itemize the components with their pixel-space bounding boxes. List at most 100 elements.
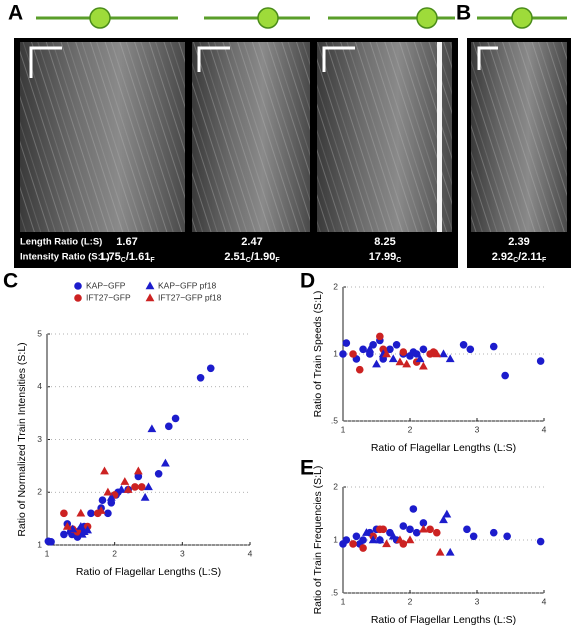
intensity-ratio: 2.51C/1.90F (224, 251, 280, 264)
circle-marker (379, 345, 388, 354)
circle-marker (47, 538, 55, 546)
circle-marker (60, 509, 68, 518)
ratio-value: /2.11 (518, 251, 542, 263)
x-tick-label: 3 (180, 548, 185, 558)
circle-marker (433, 528, 441, 537)
circle-marker (342, 536, 351, 544)
triangle-marker (62, 521, 72, 530)
y-axis-label: Ratio of Train Speeds (S:L) (312, 291, 324, 418)
triangle-marker (395, 357, 405, 366)
kymograph-texture (20, 42, 185, 232)
ratio-subscript: F (150, 257, 155, 264)
circle-marker (339, 350, 347, 358)
cell-body (257, 7, 279, 29)
circle-marker (137, 483, 146, 491)
ratio-value: 2.92 (492, 251, 513, 263)
circle-marker (489, 528, 498, 537)
triangle-marker (372, 359, 381, 368)
circle-marker (74, 294, 82, 302)
panel-label: D (300, 270, 315, 293)
circle-marker (342, 339, 351, 347)
triangle-marker (388, 531, 398, 540)
triangle-marker (106, 492, 116, 501)
circle-marker (165, 422, 173, 431)
triangle-marker (144, 482, 153, 491)
circle-marker (131, 483, 139, 491)
kymographs (20, 42, 567, 232)
y-tick-label: 1 (333, 348, 338, 358)
generated: A B C D E Length Ratio (L:S) Intensity Ratio (… (3, 2, 547, 626)
circle-marker (426, 525, 434, 534)
triangle-marker (133, 466, 143, 475)
kymograph-texture (471, 42, 567, 232)
triangle-marker (96, 506, 106, 514)
x-tick-label: 3 (475, 424, 480, 434)
circle-marker (98, 496, 107, 504)
circle-marker (536, 357, 545, 365)
legend-label: IFT27−GFP pf18 (158, 292, 222, 302)
flagellum-diagrams (36, 7, 567, 29)
triangle-marker (145, 281, 155, 290)
ratio-value: /1.90 (251, 251, 275, 263)
scale-bar (477, 46, 498, 70)
ratio-value: 17.99 (369, 251, 397, 263)
intensity-ratio: 1.75C/1.61F (99, 251, 155, 264)
triangle-marker (432, 349, 442, 358)
y-axis-label: Ratio of Train Frequencies (S:L) (312, 466, 324, 615)
circle-marker (355, 365, 364, 374)
triangle-marker (103, 487, 113, 496)
circle-marker (459, 340, 468, 349)
triangle-marker (83, 525, 92, 534)
circle-marker (412, 350, 421, 358)
circle-marker (503, 532, 511, 541)
triangle-marker (147, 424, 157, 433)
x-tick-label: 2 (408, 596, 413, 606)
circle-marker (349, 540, 357, 548)
circle-marker (399, 522, 408, 530)
triangle-marker (439, 349, 448, 358)
intensity-ratio: 17.99C (369, 251, 402, 264)
circle-marker (154, 469, 163, 478)
triangle-marker (445, 354, 455, 363)
ratio-subscript: F (542, 257, 547, 264)
circle-marker (134, 472, 143, 481)
circle-marker (206, 364, 215, 373)
triangle-marker (368, 535, 378, 544)
cell-body (511, 7, 533, 29)
circle-marker (171, 414, 180, 423)
x-tick-label: 4 (542, 596, 547, 606)
ratio-subscript: C (513, 257, 518, 264)
triangle-marker (76, 508, 86, 517)
circle-marker (409, 505, 418, 513)
circle-marker (489, 342, 498, 351)
row-label: Intensity Ratio (S:L) (20, 252, 110, 263)
circle-marker (412, 528, 421, 537)
circle-marker (60, 530, 68, 539)
panel-label: A (8, 2, 23, 25)
circle-marker (501, 371, 509, 380)
y-tick-label: 2 (333, 281, 338, 291)
triangle-marker (445, 547, 455, 556)
x-axis-label: Ratio of Flagellar Lengths (L:S) (371, 614, 516, 626)
kymograph-texture (192, 42, 310, 232)
circle-marker (419, 345, 428, 354)
length-ratio: 8.25 (374, 236, 395, 248)
triangle-marker (419, 361, 428, 370)
x-tick-label: 4 (542, 424, 547, 434)
circle-marker (399, 348, 408, 356)
triangle-marker (117, 485, 126, 493)
y-tick-label: 4 (37, 381, 42, 391)
triangle-marker (415, 354, 425, 363)
legend-label: KAP−GFP (86, 280, 126, 290)
triangle-marker (68, 524, 78, 533)
circle-marker (392, 340, 401, 349)
x-tick-label: 3 (475, 596, 480, 606)
x-tick-label: 4 (248, 548, 253, 558)
x-axis-label: Ratio of Flagellar Lengths (L:S) (76, 566, 221, 578)
triangle-marker (145, 293, 155, 302)
ratio-subscript: F (275, 257, 280, 264)
y-tick-label: 2 (37, 487, 42, 497)
circle-marker (466, 345, 475, 354)
